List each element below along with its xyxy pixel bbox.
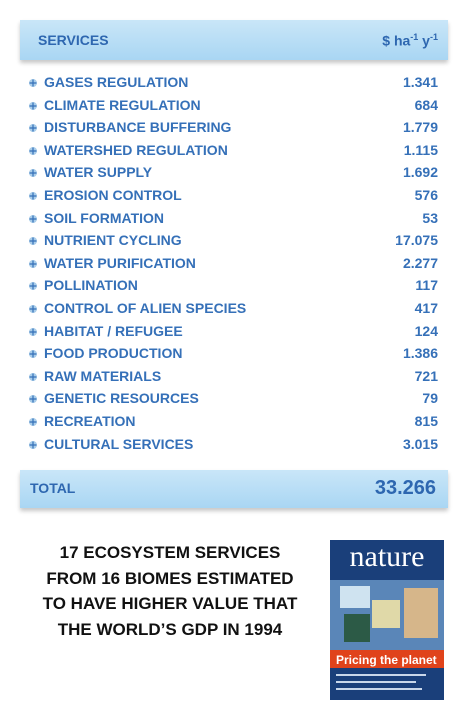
- service-value: 2.277: [402, 254, 438, 271]
- table-row: CULTURAL SERVICES 3.015: [28, 434, 438, 456]
- service-name: GENETIC RESOURCES: [44, 390, 199, 407]
- table-row: GENETIC RESOURCES 79: [28, 388, 438, 410]
- cover-title: nature: [350, 540, 425, 573]
- service-value: 684: [414, 96, 438, 113]
- service-value: 3.015: [402, 435, 438, 452]
- service-value: 117: [415, 277, 438, 294]
- cover-line: [336, 674, 426, 676]
- caption-line: 17 ECOSYSTEM SERVICES: [59, 543, 281, 562]
- cover-line: [336, 681, 416, 683]
- unit-part: y: [418, 32, 430, 49]
- service-value: 721: [414, 367, 438, 384]
- cover-photo: [340, 586, 370, 608]
- service-name: POLLINATION: [44, 277, 138, 294]
- cover-headline: Pricing the planet: [336, 653, 437, 667]
- unit-sup: -1: [429, 32, 438, 42]
- cover-line: [336, 688, 422, 690]
- table-row: GASES REGULATION 1.341: [28, 72, 438, 94]
- caption-line: THE WORLD’S GDP IN 1994: [57, 619, 283, 639]
- cover-photo: [372, 600, 400, 628]
- bullet: [29, 440, 37, 449]
- bullet: [29, 350, 37, 359]
- service-name: SOIL FORMATION: [44, 209, 165, 226]
- service-name: WATER PURIFICATION: [44, 254, 196, 271]
- table-row: EROSION CONTROL 576: [28, 185, 438, 207]
- table-row: DISTURBANCE BUFFERING 1.779: [28, 117, 438, 139]
- service-name: WATER SUPPLY: [44, 164, 153, 181]
- service-name: CLIMATE REGULATION: [44, 96, 201, 113]
- bullet: [29, 418, 37, 426]
- total-bar: TOTAL 33.266: [20, 470, 448, 508]
- bullet: [29, 146, 37, 155]
- cover-photo: [404, 588, 438, 638]
- bullet: [29, 79, 37, 87]
- service-value: 124: [414, 322, 438, 339]
- service-name: RAW MATERIALS: [44, 367, 162, 384]
- table-row: CONTROL OF ALIEN SPECIES 417: [28, 298, 438, 320]
- bullet: [29, 282, 37, 291]
- service-name: WATERSHED REGULATION: [44, 141, 228, 158]
- service-value: 53: [422, 209, 438, 226]
- bullet: [29, 192, 37, 200]
- bullet: [29, 259, 37, 268]
- table-row: RECREATION 815: [28, 411, 438, 433]
- service-name: EROSION CONTROL: [44, 187, 182, 203]
- unit-part: $ ha: [382, 32, 411, 49]
- service-value: 17.075: [395, 232, 438, 249]
- bullet: [29, 305, 37, 313]
- header-title: SERVICES: [38, 32, 109, 48]
- table-row: POLLINATION 117: [28, 275, 438, 297]
- table-row: SOIL FORMATION 53: [28, 208, 438, 230]
- header-bar: SERVICES $ ha-1 y-1: [20, 20, 448, 60]
- service-name: HABITAT / REFUGEE: [44, 322, 183, 339]
- caption-line: TO HAVE HIGHER VALUE THAT: [42, 594, 298, 613]
- bullet: [29, 214, 37, 223]
- bullet: [29, 169, 37, 178]
- service-value: 1.779: [402, 119, 438, 136]
- service-name: NUTRIENT CYCLING: [44, 232, 182, 249]
- header-unit: $ ha-1 y-1: [382, 32, 438, 49]
- service-name: GASES REGULATION: [44, 74, 189, 90]
- bullet: [29, 372, 37, 381]
- table-row: CLIMATE REGULATION 684: [28, 95, 438, 117]
- table-row: WATER PURIFICATION 2.277: [28, 253, 438, 275]
- service-value: 417: [414, 300, 438, 316]
- table-row: RAW MATERIALS 721: [28, 366, 438, 388]
- bullet: [29, 327, 37, 336]
- table-row: WATER SUPPLY 1.692: [28, 162, 438, 184]
- total-label: TOTAL: [30, 480, 76, 496]
- bullet: [29, 124, 37, 133]
- cover: nature Pricing the planet: [330, 540, 444, 700]
- caption-line: FROM 16 BIOMES ESTIMATED: [46, 568, 294, 588]
- service-value: 1.115: [403, 141, 438, 158]
- service-name: RECREATION: [44, 413, 136, 429]
- service-name: CULTURAL SERVICES: [44, 435, 194, 452]
- service-value: 79: [422, 390, 438, 407]
- bullet: [29, 237, 37, 246]
- service-value: 1.386: [402, 345, 438, 362]
- cover-photo: [344, 614, 370, 642]
- unit-sup: -1: [410, 32, 419, 42]
- service-value: 1.692: [402, 164, 438, 181]
- service-name: CONTROL OF ALIEN SPECIES: [44, 300, 247, 316]
- table-row: WATERSHED REGULATION 1.115: [28, 140, 438, 162]
- total-value: 33.266: [374, 477, 436, 499]
- service-value: 576: [414, 187, 438, 203]
- table-row: FOOD PRODUCTION 1.386: [28, 343, 438, 365]
- bullet: [29, 101, 37, 110]
- service-value: 815: [414, 413, 438, 429]
- service-value: 1.341: [402, 74, 438, 90]
- table-row: NUTRIENT CYCLING 17.075: [28, 230, 438, 252]
- cover-band: [330, 650, 444, 668]
- service-name: FOOD PRODUCTION: [44, 345, 183, 362]
- table-row: HABITAT / REFUGEE 124: [28, 321, 438, 343]
- bullet: [29, 395, 37, 404]
- service-name: DISTURBANCE BUFFERING: [44, 119, 232, 136]
